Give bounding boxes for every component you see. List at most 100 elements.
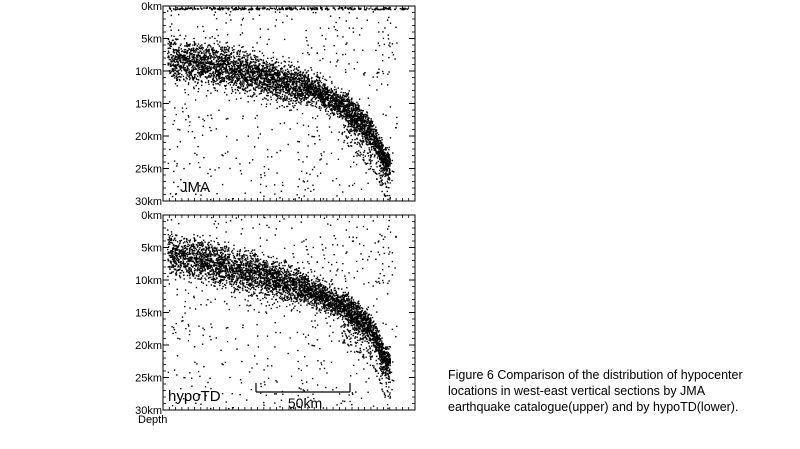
hypocenter-point [335,100,337,103]
hypocenter-point [175,43,177,45]
hypocenter-point [375,163,377,165]
hypocenter-point [286,77,288,80]
hypocenter-point [249,62,251,64]
hypocenter-point [203,53,206,55]
hypocenter-point [354,109,356,111]
hypocenter-point [387,19,389,21]
hypocenter-point [225,88,227,90]
hypocenter-point [212,81,215,83]
hypocenter-point [244,87,247,89]
hypocenter-point [277,61,280,64]
hypocenter-point [284,87,287,90]
hypocenter-point [228,61,230,64]
hypocenter-point [302,72,304,74]
hypocenter-point [304,92,306,94]
hypocenter-point [345,94,347,96]
hypocenter-point [368,120,370,122]
hypocenter-point [307,52,309,54]
hypocenter-point [323,83,325,85]
hypocenter-point [310,83,312,86]
hypocenter-point [230,62,232,65]
hypocenter-point [304,84,307,86]
hypocenter-point [307,85,309,87]
hypocenter-point [183,51,186,54]
hypocenter-point [352,116,354,119]
hypocenter-point [367,138,369,141]
hypocenter-point [382,167,384,169]
hypocenter-point [211,56,214,58]
hypocenter-point [289,79,291,81]
hypocenter-point [389,161,391,164]
hypocenter-point [265,76,267,78]
hypocenter-point [267,64,269,66]
hypocenter-point [382,113,384,115]
hypocenter-point [241,19,244,21]
hypocenter-point [286,91,289,93]
hypocenter-point [297,92,299,94]
hypocenter-point [295,89,297,91]
hypocenter-point [306,89,308,92]
hypocenter-point [387,152,389,155]
hypocenter-point [275,99,277,101]
hypocenter-point [357,118,359,120]
hypocenter-point [298,159,300,161]
hypocenter-point [371,135,373,137]
hypocenter-point [324,93,326,95]
hypocenter-point [294,104,296,107]
hypocenter-point [212,62,214,64]
hypocenter-point [368,122,370,124]
hypocenter-point [252,81,254,84]
hypocenter-point [343,108,345,110]
hypocenter-point [219,73,222,75]
hypocenter-point [228,75,230,78]
hypocenter-point [223,66,225,69]
hypocenter-point [327,96,330,99]
hypocenter-point [250,76,252,78]
hypocenter-point [270,87,272,89]
hypocenter-point [341,96,343,98]
hypocenter-point [204,61,206,63]
hypocenter-point [192,70,194,72]
hypocenter-point [369,160,372,163]
hypocenter-point [209,52,211,55]
hypocenter-point [319,90,322,92]
hypocenter-point [185,51,187,54]
hypocenter-point [208,54,211,57]
hypocenter-point [377,150,379,153]
hypocenter-point [382,72,385,75]
hypocenter-point [378,154,380,156]
hypocenter-point [279,92,281,95]
hypocenter-point [318,135,320,137]
hypocenter-point [381,167,383,169]
hypocenter-point [320,154,323,157]
hypocenter-point [379,152,381,154]
hypocenter-point [294,68,296,70]
hypocenter-point [227,69,229,71]
hypocenter-point [199,185,201,187]
hypocenter-point [262,83,264,86]
hypocenter-point [252,61,255,63]
hypocenter-point [263,78,266,81]
hypocenter-point [386,173,388,175]
hypocenter-point [259,82,261,84]
hypocenter-point [282,82,284,84]
hypocenter-point [178,78,181,81]
hypocenter-point [282,76,285,79]
hypocenter-point [349,102,351,104]
hypocenter-point [272,90,275,92]
hypocenter-point [206,71,208,74]
hypocenter-point [363,136,366,138]
hypocenter-point [382,161,384,164]
hypocenter-point [230,67,233,69]
hypocenter-point [311,84,313,86]
hypocenter-point [287,143,289,146]
hypocenter-point [293,77,296,80]
hypocenter-point [363,160,365,162]
hypocenter-point [348,131,350,133]
hypocenter-point [204,189,206,191]
hypocenter-point [256,114,258,117]
hypocenter-point [189,61,191,63]
hypocenter-point [218,77,220,79]
hypocenter-point [270,96,272,98]
hypocenter-point [228,47,230,50]
